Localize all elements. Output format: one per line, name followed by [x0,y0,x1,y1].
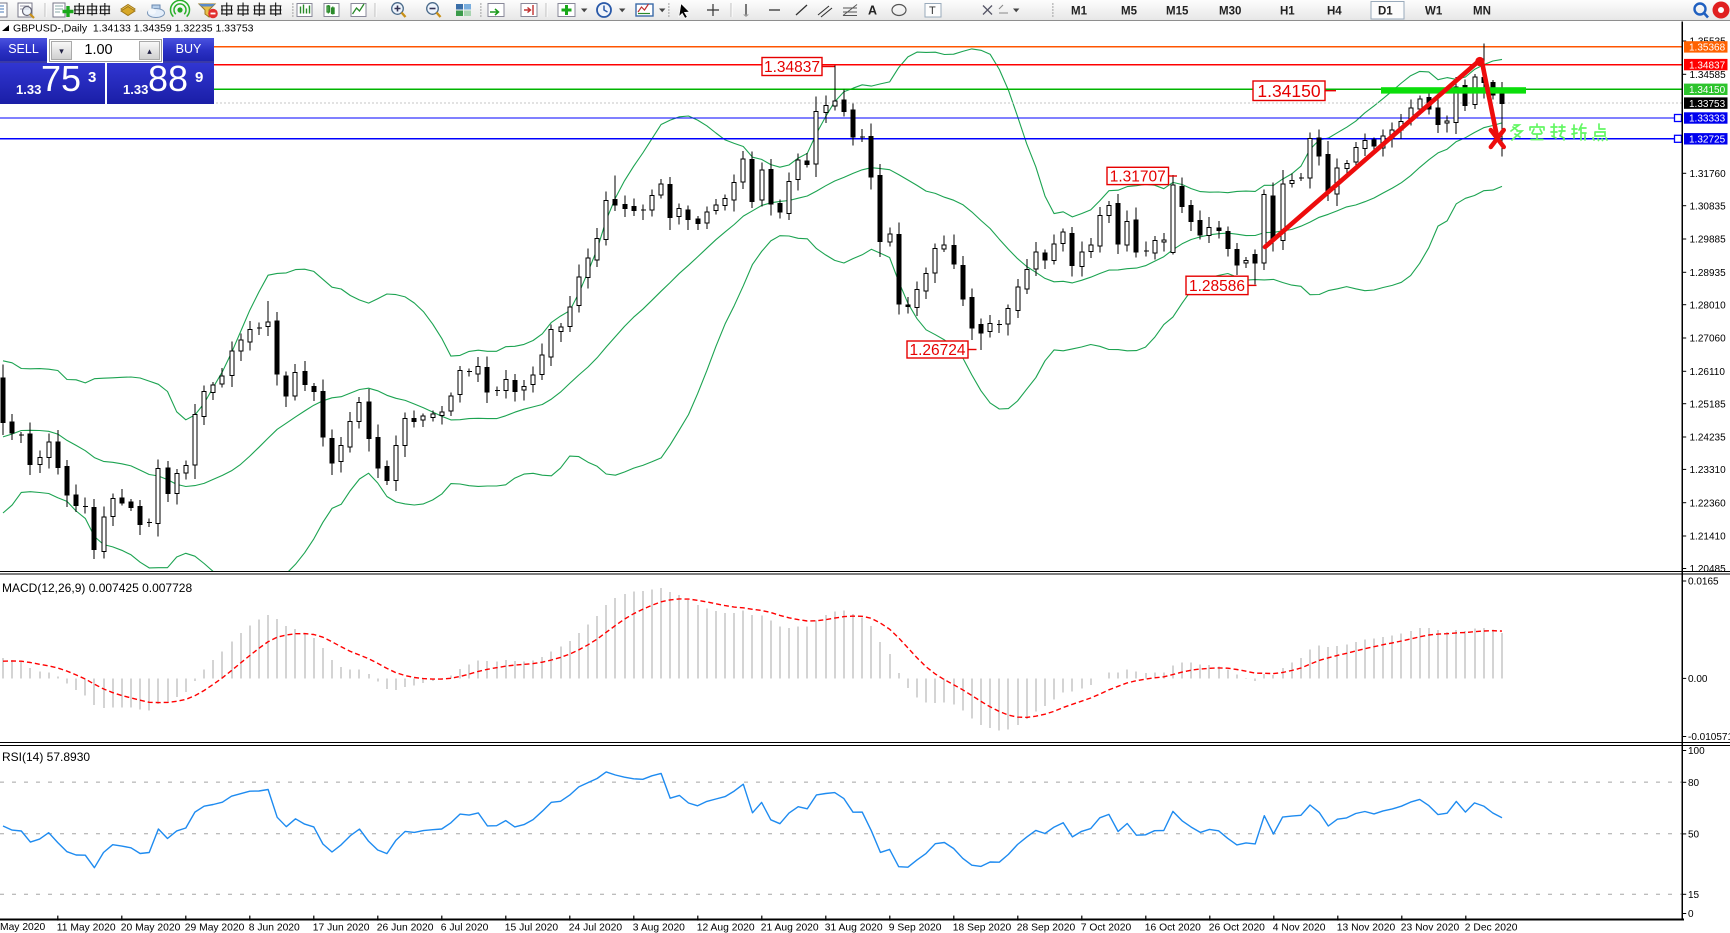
svg-text:1.34837: 1.34837 [764,59,820,76]
svg-text:1.20485: 1.20485 [1690,564,1727,575]
svg-text:M15: M15 [1166,6,1189,18]
svg-text:1.25185: 1.25185 [1690,399,1727,410]
svg-text:8 Jun 2020: 8 Jun 2020 [249,923,300,933]
svg-text:T: T [929,5,936,17]
svg-text:80: 80 [1688,778,1700,789]
svg-text:6 Jul 2020: 6 Jul 2020 [441,923,489,933]
svg-text:1.21410: 1.21410 [1690,532,1727,543]
svg-text:29 May 2020: 29 May 2020 [185,923,245,933]
svg-text:21 Aug 2020: 21 Aug 2020 [761,923,819,933]
svg-text:1.34585: 1.34585 [1690,70,1727,81]
svg-text:17 Jun 2020: 17 Jun 2020 [313,923,370,933]
svg-text:W1: W1 [1425,6,1443,18]
svg-text:1.34150: 1.34150 [1257,81,1321,101]
svg-text:1.32725: 1.32725 [1689,135,1726,146]
svg-text:18 Sep 2020: 18 Sep 2020 [953,923,1012,933]
svg-text:M30: M30 [1219,6,1241,18]
svg-text:7 Oct 2020: 7 Oct 2020 [1081,923,1132,933]
svg-text:MN: MN [1473,6,1491,18]
svg-text:1.35368: 1.35368 [1689,43,1726,54]
svg-text:1.33753: 1.33753 [1689,99,1726,110]
svg-text:H1: H1 [1280,6,1295,18]
svg-text:D1: D1 [1378,6,1393,18]
svg-text:RSI(14) 57.8930: RSI(14) 57.8930 [2,750,90,764]
svg-text:24 Jul 2020: 24 Jul 2020 [569,923,623,933]
svg-text:31 Aug 2020: 31 Aug 2020 [825,923,883,933]
svg-text:1.27060: 1.27060 [1690,334,1727,345]
svg-text:May 2020: May 2020 [0,922,45,933]
svg-text:23 Nov 2020: 23 Nov 2020 [1401,923,1460,933]
svg-text:12 Aug 2020: 12 Aug 2020 [697,923,755,933]
svg-text:1.29885: 1.29885 [1690,235,1727,246]
svg-text:16 Oct 2020: 16 Oct 2020 [1145,923,1201,933]
svg-text:1.28935: 1.28935 [1690,268,1727,279]
svg-text:28 Sep 2020: 28 Sep 2020 [1017,923,1076,933]
svg-text:1.28586: 1.28586 [1189,278,1245,295]
svg-text:1.22360: 1.22360 [1690,498,1727,509]
svg-text:1.31760: 1.31760 [1690,169,1727,180]
svg-text:13 Nov 2020: 13 Nov 2020 [1337,923,1396,933]
svg-text:1.33333: 1.33333 [1689,114,1726,125]
svg-text:0.0165: 0.0165 [1688,577,1719,588]
svg-text:1.26724: 1.26724 [909,342,965,359]
svg-text:-0.010571: -0.010571 [1688,732,1730,743]
svg-text:1.26110: 1.26110 [1690,367,1726,378]
svg-text:20 May 2020: 20 May 2020 [121,923,181,933]
svg-text:50: 50 [1688,830,1700,841]
svg-text:1.24235: 1.24235 [1690,433,1727,444]
svg-text:M1: M1 [1071,6,1088,18]
svg-text:1.34837: 1.34837 [1689,60,1726,71]
svg-text:1.28010: 1.28010 [1690,300,1727,311]
svg-text:1.34150: 1.34150 [1689,85,1726,96]
svg-text:M5: M5 [1121,6,1138,18]
svg-text:3 Aug 2020: 3 Aug 2020 [633,923,685,933]
svg-text:11 May 2020: 11 May 2020 [57,923,116,933]
svg-text:26 Oct 2020: 26 Oct 2020 [1209,923,1265,933]
svg-text:15 Jul 2020: 15 Jul 2020 [505,923,559,933]
svg-text:1.31707: 1.31707 [1110,169,1166,186]
svg-text:0: 0 [1688,909,1694,920]
svg-text:4 Nov 2020: 4 Nov 2020 [1273,923,1326,933]
svg-text:15: 15 [1688,890,1700,901]
svg-text:2 Dec 2020: 2 Dec 2020 [1465,923,1518,933]
svg-text:9 Sep 2020: 9 Sep 2020 [889,923,942,933]
svg-text:H4: H4 [1327,6,1342,18]
svg-text:0.00: 0.00 [1688,674,1708,685]
svg-text:1.23310: 1.23310 [1690,465,1727,476]
svg-text:MACD(12,26,9) 0.007425 0.00772: MACD(12,26,9) 0.007425 0.007728 [2,581,192,595]
svg-text:GBPUSD-,Daily 1.34133 1.34359: GBPUSD-,Daily 1.34133 1.34359 1.32235 1.… [13,23,254,35]
svg-text:100: 100 [1688,746,1705,757]
svg-text:A: A [868,4,877,18]
svg-text:26 Jun 2020: 26 Jun 2020 [377,923,434,933]
svg-text:1.30835: 1.30835 [1690,201,1727,212]
